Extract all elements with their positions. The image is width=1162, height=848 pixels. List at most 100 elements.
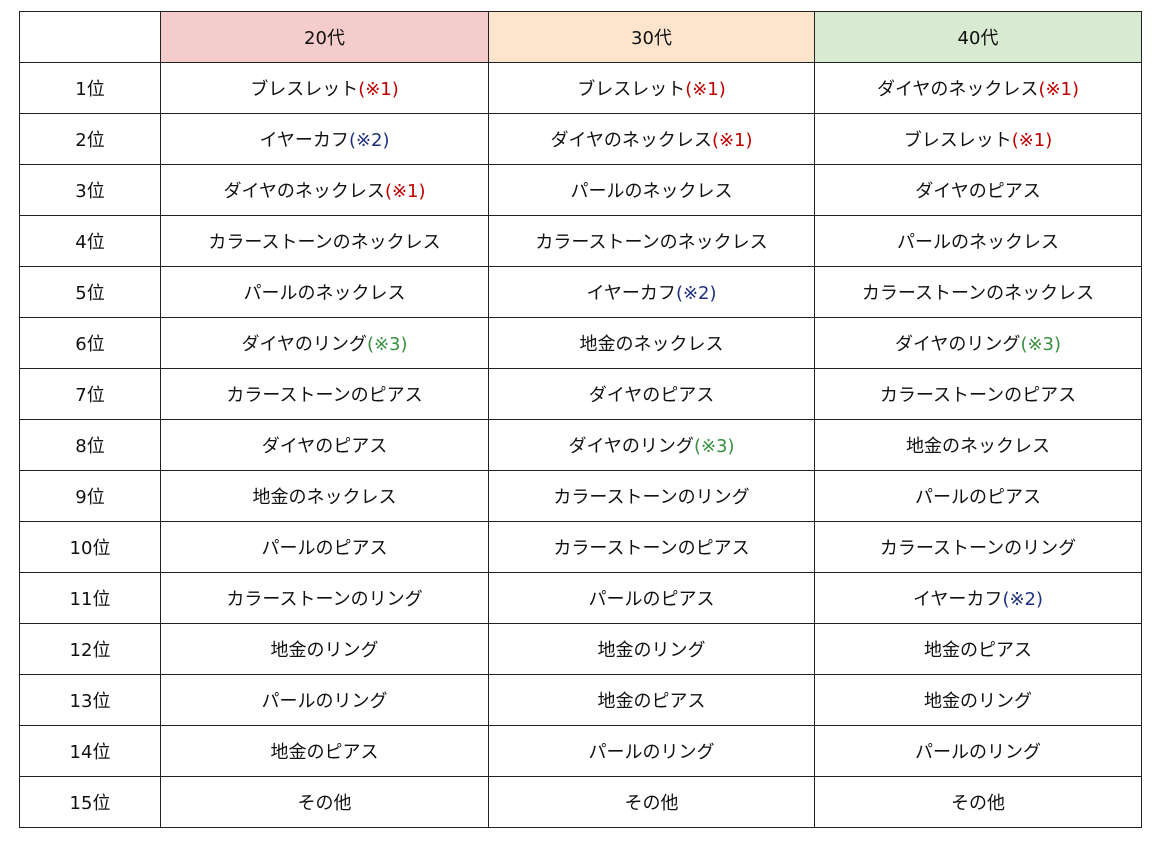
item-cell: カラーストーンのピアス xyxy=(488,521,815,573)
footnote-mark: (※1) xyxy=(1038,79,1080,100)
table-row: 14位 地金のピアス パールのリング パールのリング xyxy=(19,725,1142,777)
header-30s: 30代 xyxy=(488,11,815,63)
item-name: 地金のピアス xyxy=(597,691,706,712)
table-row: 10位 パールのピアス カラーストーンのピアス カラーストーンのリング xyxy=(19,521,1142,573)
table-row: 12位 地金のリング 地金のリング 地金のピアス xyxy=(19,623,1142,675)
item-name: パールのピアス xyxy=(261,538,388,559)
item-name: イヤーカフ xyxy=(259,130,349,151)
footnote-mark: (※3) xyxy=(693,436,735,457)
item-name: ダイヤのピアス xyxy=(915,181,1041,202)
table-row: 13位 パールのリング 地金のピアス 地金のリング xyxy=(19,674,1142,726)
table-row: 3位 ダイヤのネックレス(※1) パールのネックレス ダイヤのピアス xyxy=(19,164,1142,216)
item-name: ダイヤのネックレス xyxy=(876,79,1039,100)
item-cell: パールのピアス xyxy=(488,572,815,624)
item-name: パールのリング xyxy=(588,742,715,763)
rank-cell: 1位 xyxy=(19,62,161,114)
rank-cell: 12位 xyxy=(19,623,161,675)
footnote-mark: (※2) xyxy=(675,283,717,304)
footnote-mark: (※3) xyxy=(1020,334,1062,355)
item-name: ダイヤのピアス xyxy=(588,385,715,406)
item-cell: その他 xyxy=(488,776,815,828)
item-cell: パールのリング xyxy=(814,725,1142,777)
item-cell: ダイヤのリング(※3) xyxy=(160,317,489,369)
item-cell: パールのネックレス xyxy=(160,266,489,318)
item-name: パールのピアス xyxy=(915,487,1041,508)
item-name: ブレスレット xyxy=(250,79,359,100)
rank-cell: 7位 xyxy=(19,368,161,420)
table-row: 4位 カラーストーンのネックレス カラーストーンのネックレス パールのネックレス xyxy=(19,215,1142,267)
rank-cell: 10位 xyxy=(19,521,161,573)
rank-cell: 9位 xyxy=(19,470,161,522)
item-cell: 地金のリング xyxy=(160,623,489,675)
item-name: その他 xyxy=(297,793,352,814)
table-row: 5位 パールのネックレス イヤーカフ(※2) カラーストーンのネックレス xyxy=(19,266,1142,318)
rank-cell: 3位 xyxy=(19,164,161,216)
item-cell: 地金のネックレス xyxy=(160,470,489,522)
footnote-mark: (※1) xyxy=(358,79,399,100)
item-cell: カラーストーンのリング xyxy=(160,572,489,624)
item-cell: カラーストーンのピアス xyxy=(814,368,1142,420)
item-cell: 地金のリング xyxy=(814,674,1142,726)
item-name: ダイヤのネックレス xyxy=(550,130,712,151)
item-cell: パールのピアス xyxy=(160,521,489,573)
header-40s: 40代 xyxy=(814,11,1142,63)
item-name: ダイヤのネックレス xyxy=(223,181,385,202)
item-cell: パールのピアス xyxy=(814,470,1142,522)
item-cell: ブレスレット(※1) xyxy=(488,62,815,114)
item-cell: カラーストーンのリング xyxy=(488,470,815,522)
item-cell: ダイヤのネックレス(※1) xyxy=(488,113,815,165)
table-row: 11位 カラーストーンのリング パールのピアス イヤーカフ(※2) xyxy=(19,572,1142,624)
item-cell: ダイヤのピアス xyxy=(160,419,489,471)
footnote-mark: (※2) xyxy=(348,130,390,151)
item-name: ダイヤのリング xyxy=(568,436,694,457)
footnote-mark: (※3) xyxy=(366,334,408,355)
item-cell: ブレスレット(※1) xyxy=(814,113,1142,165)
item-name: 地金のピアス xyxy=(270,742,379,763)
item-cell: パールのネックレス xyxy=(814,215,1142,267)
item-name: 地金のネックレス xyxy=(906,436,1050,457)
item-name: 地金のネックレス xyxy=(252,487,397,508)
item-cell: カラーストーンのリング xyxy=(814,521,1142,573)
header-row: 20代 30代 40代 xyxy=(19,11,1142,63)
item-name: ダイヤのリング xyxy=(894,334,1021,355)
item-name: カラーストーンのリング xyxy=(553,487,750,508)
item-name: パールのネックレス xyxy=(897,232,1059,253)
item-name: ブレスレット xyxy=(577,79,686,100)
table-row: 15位 その他 その他 その他 xyxy=(19,776,1142,828)
item-name: カラーストーンのリング xyxy=(879,538,1077,559)
rank-cell: 11位 xyxy=(19,572,161,624)
item-name: カラーストーンのピアス xyxy=(879,385,1077,406)
item-cell: その他 xyxy=(814,776,1142,828)
item-name: カラーストーンのネックレス xyxy=(861,283,1095,304)
ranking-table: 20代 30代 40代 1位 ブレスレット(※1) ブレスレット(※1) ダイヤのネッ… xyxy=(19,11,1142,828)
rank-cell: 13位 xyxy=(19,674,161,726)
item-name: パールのピアス xyxy=(588,589,715,610)
item-cell: カラーストーンのネックレス xyxy=(160,215,489,267)
item-name: ダイヤのピアス xyxy=(261,436,388,457)
item-name: カラーストーンのネックレス xyxy=(535,232,768,253)
item-cell: ブレスレット(※1) xyxy=(160,62,489,114)
item-name: その他 xyxy=(951,793,1005,814)
footnote-mark: (※1) xyxy=(1011,130,1053,151)
item-cell: ダイヤのリング(※3) xyxy=(814,317,1142,369)
item-cell: 地金のリング xyxy=(488,623,815,675)
table-row: 7位 カラーストーンのピアス ダイヤのピアス カラーストーンのピアス xyxy=(19,368,1142,420)
item-cell: 地金のピアス xyxy=(814,623,1142,675)
rank-cell: 15位 xyxy=(19,776,161,828)
footnote-mark: (※2) xyxy=(1002,589,1044,610)
item-name: カラーストーンのピアス xyxy=(226,385,423,406)
item-name: イヤーカフ xyxy=(586,283,676,304)
item-name: パールのネックレス xyxy=(243,283,406,304)
item-name: カラーストーンのピアス xyxy=(553,538,750,559)
item-cell: カラーストーンのピアス xyxy=(160,368,489,420)
footnote-mark: (※1) xyxy=(384,181,426,202)
item-name: イヤーカフ xyxy=(912,589,1003,610)
table-row: 6位 ダイヤのリング(※3) 地金のネックレス ダイヤのリング(※3) xyxy=(19,317,1142,369)
item-cell: ダイヤのネックレス(※1) xyxy=(814,62,1142,114)
footnote-mark: (※1) xyxy=(685,79,726,100)
item-name: ダイヤのリング xyxy=(241,334,367,355)
item-name: 地金のリング xyxy=(597,640,706,661)
item-cell: その他 xyxy=(160,776,489,828)
item-cell: イヤーカフ(※2) xyxy=(488,266,815,318)
item-cell: イヤーカフ(※2) xyxy=(814,572,1142,624)
